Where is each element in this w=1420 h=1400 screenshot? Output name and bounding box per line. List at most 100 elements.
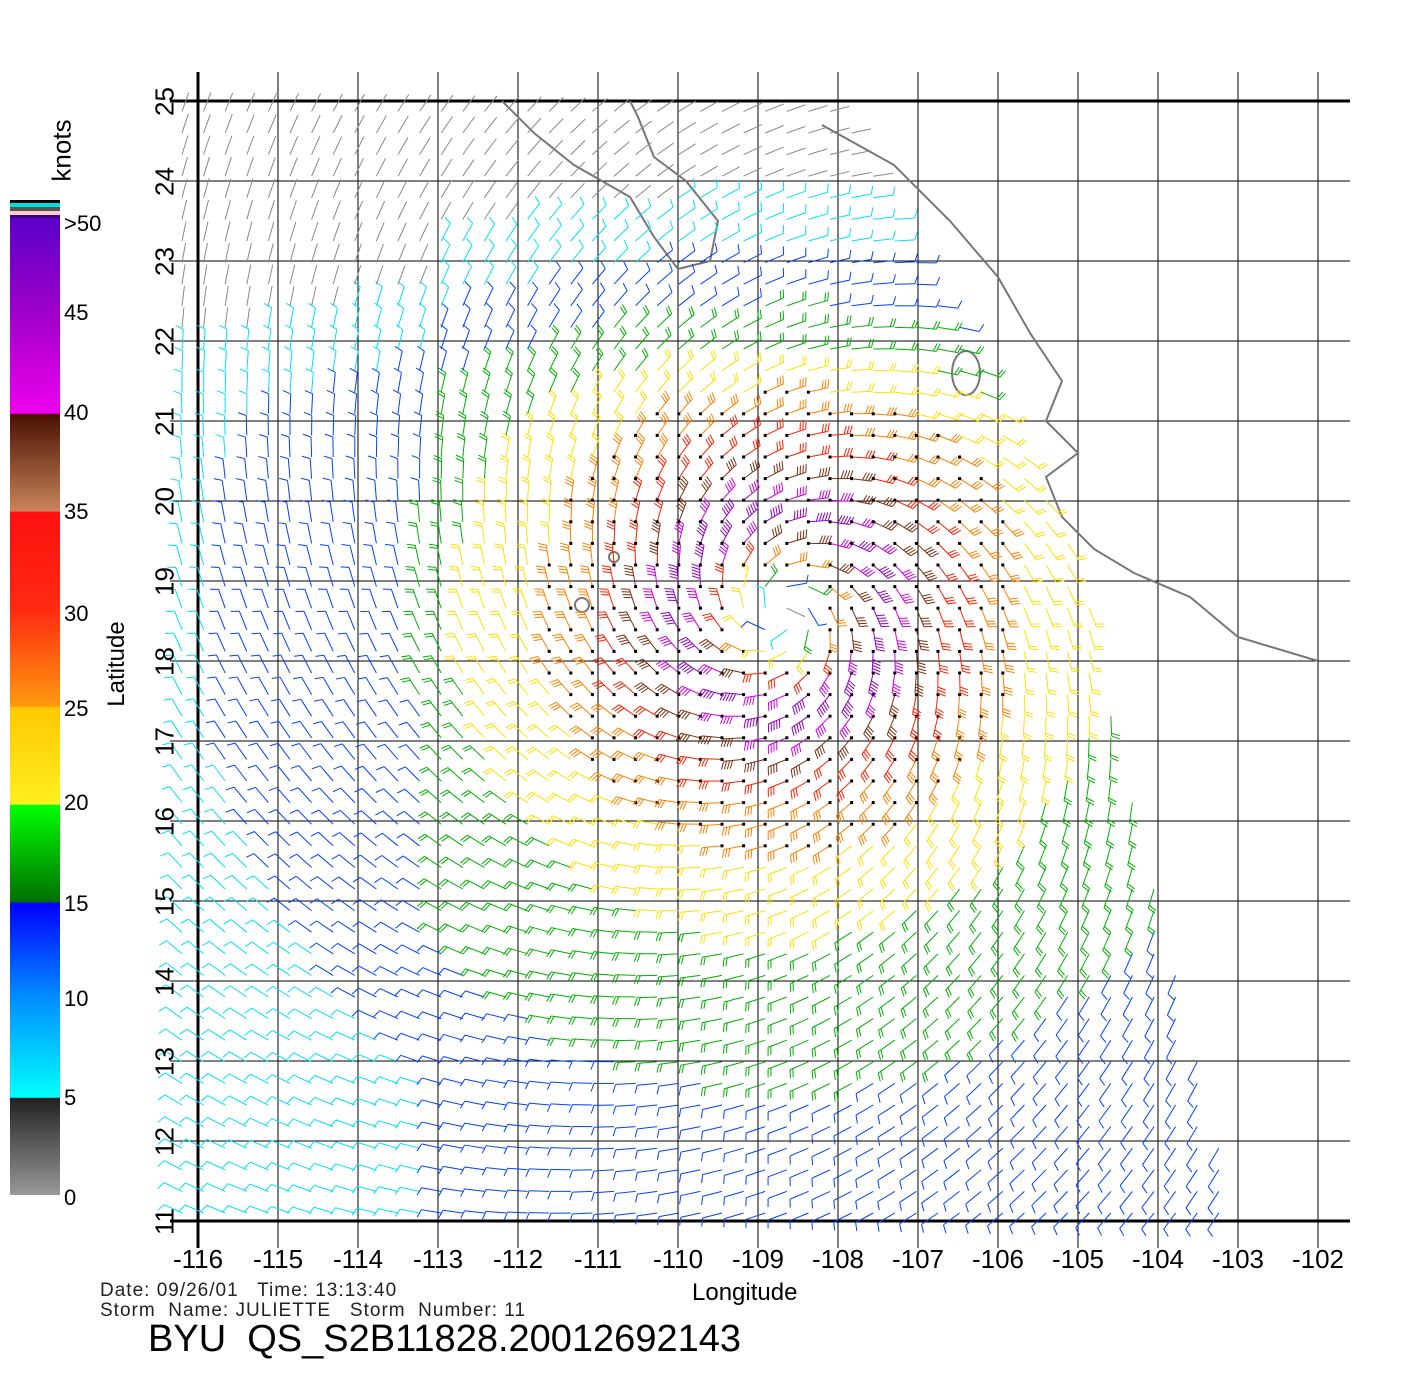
wind-barb [811, 931, 831, 951]
wind-barb [577, 588, 594, 610]
wind-barb [244, 963, 269, 976]
wind-barb [568, 972, 593, 981]
wind-barb [481, 835, 507, 847]
wind-barb [720, 414, 739, 437]
wind-barb [1120, 1126, 1133, 1151]
wind-barb [742, 479, 760, 502]
x-axis-label: Longitude [692, 1279, 798, 1306]
wind-barb [837, 757, 854, 782]
wind-barb [375, 179, 386, 199]
wind-barb [503, 1058, 528, 1067]
wind-barb [786, 269, 807, 285]
wind-barb [921, 1190, 939, 1212]
wind-barb [937, 322, 963, 331]
wind-barb [829, 170, 850, 177]
wind-barb [336, 676, 356, 695]
wind-barb [923, 953, 939, 976]
wind-barb [224, 307, 229, 328]
wind-barb [877, 1082, 896, 1103]
wind-barb [253, 566, 269, 587]
wind-barb [767, 1212, 787, 1229]
wind-barb [395, 855, 420, 868]
wind-barb [829, 127, 850, 134]
wind-barb [304, 389, 314, 414]
wind-barb [395, 1186, 420, 1195]
wind-barb [504, 746, 528, 760]
wind-barb [720, 456, 737, 481]
wind-barb [200, 1204, 226, 1214]
wind-barb [723, 1104, 744, 1119]
wind-barb [291, 743, 312, 760]
wind-barb [745, 1190, 766, 1207]
wind-barb [979, 693, 989, 719]
wind-barb [1145, 975, 1155, 1001]
wind-barb [590, 1104, 615, 1114]
wind-barb [339, 588, 356, 609]
wind-barb [1147, 888, 1157, 914]
wind-barb [159, 874, 183, 890]
wind-barb [1097, 1212, 1112, 1236]
wind-barb [196, 346, 206, 371]
wind-barb [721, 286, 740, 307]
wind-barb [829, 293, 852, 307]
wind-barb [246, 831, 269, 847]
wind-barb [1079, 953, 1090, 979]
wind-barb [287, 1030, 312, 1041]
wind-barb [379, 655, 399, 674]
wind-barb [294, 632, 313, 652]
wind-barb [945, 953, 960, 977]
wind-barb [785, 551, 808, 567]
wind-barb [1145, 953, 1155, 979]
wind-barb [419, 158, 431, 177]
wind-barb [210, 566, 226, 587]
wind-barb [246, 200, 253, 220]
wind-barb [611, 704, 638, 718]
wind-barb [900, 996, 917, 1018]
wind-barb [943, 1126, 960, 1148]
wind-barb [567, 861, 593, 870]
wind-barb [718, 540, 729, 567]
wind-barb [289, 286, 295, 306]
wind-barb [1032, 1083, 1047, 1107]
wind-barb [590, 1017, 615, 1026]
wind-barb [655, 411, 670, 437]
wind-barb [203, 221, 209, 242]
wind-barb [159, 940, 183, 955]
wind-barb [678, 1039, 701, 1052]
colorbar-label: 0 [64, 1185, 77, 1210]
wind-barb [902, 867, 917, 891]
wind-barb [478, 432, 488, 458]
wind-barb [850, 585, 873, 603]
colorbar-label: 30 [64, 601, 89, 626]
wind-barb [353, 281, 361, 306]
wind-barb [547, 747, 572, 760]
wind-barb [848, 649, 858, 676]
wind-barb [901, 931, 917, 954]
wind-barb [878, 975, 896, 996]
wind-barb [462, 159, 475, 177]
wind-barb [914, 498, 941, 511]
wind-barb [483, 302, 493, 328]
wind-barb [375, 158, 386, 177]
wind-barb [548, 217, 562, 242]
wind-barb [273, 632, 291, 652]
wind-barb [1045, 521, 1067, 538]
wind-barb [1207, 1191, 1220, 1216]
wind-barb [767, 974, 787, 992]
wind-barb [767, 1061, 787, 1078]
wind-barb [482, 813, 507, 825]
wind-barb [201, 940, 226, 955]
wind-barb [1120, 1104, 1133, 1129]
wind-barb [584, 519, 594, 545]
wind-barb [767, 1104, 787, 1121]
wind-barb [546, 837, 571, 847]
x-tick-label: -102 [1291, 1244, 1345, 1274]
wind-barb [546, 993, 571, 1003]
wind-barb [613, 410, 624, 436]
wind-barb [1057, 931, 1069, 957]
wind-barb [1036, 888, 1047, 914]
wind-barb [416, 1077, 442, 1086]
wind-barb [191, 478, 205, 501]
y-tick-label: 24 [149, 167, 180, 196]
wind-barb [1186, 1126, 1198, 1151]
